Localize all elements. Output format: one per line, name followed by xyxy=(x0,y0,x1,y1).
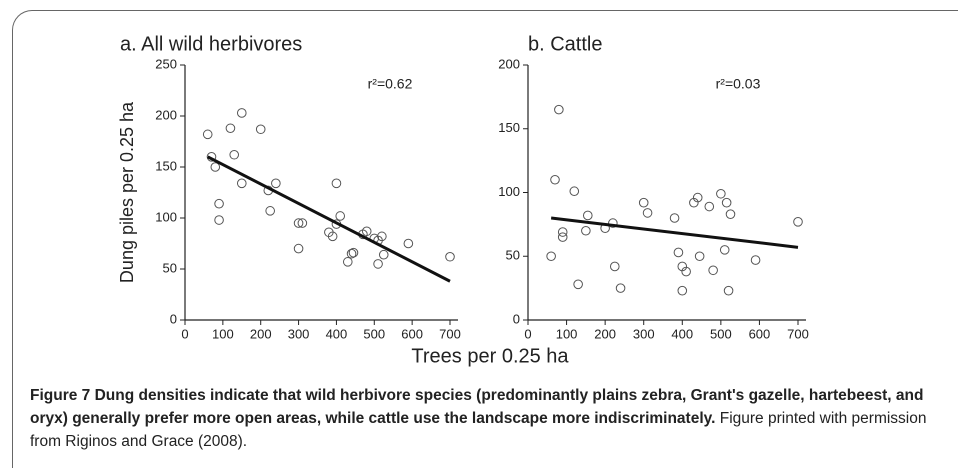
x-tick-label: 400 xyxy=(671,326,693,341)
y-tick-label: 0 xyxy=(513,311,520,326)
point xyxy=(229,149,240,160)
point xyxy=(327,231,338,242)
point xyxy=(293,243,304,254)
x-tick-label: 0 xyxy=(181,326,188,341)
caption-title: Figure 7 Dung densities indicate that wi… xyxy=(30,387,924,427)
point xyxy=(673,247,684,258)
point xyxy=(704,201,715,212)
x-tick-label: 700 xyxy=(787,326,809,341)
point xyxy=(293,218,304,228)
point xyxy=(608,218,618,228)
y-tick-label: 50 xyxy=(506,248,520,263)
point xyxy=(255,124,266,135)
point xyxy=(694,251,705,262)
point xyxy=(723,285,734,296)
x-tick-label: 600 xyxy=(749,326,771,341)
point xyxy=(236,108,247,118)
annotation: r²=0.62 xyxy=(368,76,413,92)
y-tick-label: 100 xyxy=(498,184,520,199)
point xyxy=(573,279,583,290)
point xyxy=(373,259,383,269)
y-tick-label: 150 xyxy=(155,158,177,173)
y-axis-label: Dung piles per 0.25 ha xyxy=(117,101,137,283)
point xyxy=(669,213,680,223)
point xyxy=(378,249,389,260)
y-tick-label: 50 xyxy=(163,260,177,275)
point xyxy=(297,218,308,228)
point xyxy=(569,186,580,197)
point xyxy=(361,226,372,237)
y-tick-label: 250 xyxy=(155,56,177,71)
point xyxy=(557,232,568,242)
y-tick-label: 0 xyxy=(170,311,177,326)
figure-frame xyxy=(12,10,958,468)
point xyxy=(206,152,217,162)
point xyxy=(265,206,275,216)
caption-text: Figure printed with permission from Rigi… xyxy=(30,410,927,450)
point xyxy=(716,188,726,199)
x-tick-label: 400 xyxy=(326,326,348,341)
charts: Trees per 0.25 ha a. All wild herbivores… xyxy=(117,33,809,367)
point xyxy=(582,210,593,221)
point xyxy=(214,198,224,209)
x-tick-label: 500 xyxy=(363,326,385,341)
point xyxy=(721,197,732,208)
y-tick-label: 150 xyxy=(498,120,520,135)
y-tick-label: 100 xyxy=(155,209,177,224)
panel-title: b. Cattle xyxy=(528,33,602,55)
point xyxy=(331,178,342,189)
panel-title: a. All wild herbivores xyxy=(120,33,302,55)
point xyxy=(342,257,353,267)
x-tick-label: 0 xyxy=(524,326,531,341)
point xyxy=(719,245,730,255)
point xyxy=(638,197,649,208)
point xyxy=(609,261,620,272)
point xyxy=(793,217,803,227)
x-tick-label: 200 xyxy=(250,326,272,341)
x-tick-label: 700 xyxy=(439,326,461,341)
point xyxy=(677,285,688,296)
point xyxy=(210,162,221,172)
point xyxy=(346,248,357,259)
x-tick-label: 500 xyxy=(710,326,732,341)
caption: Figure 7 Dung densities indicate that wi… xyxy=(30,384,945,453)
x-tick-label: 300 xyxy=(288,326,310,341)
point xyxy=(554,104,564,115)
x-tick-label: 100 xyxy=(212,326,234,341)
point xyxy=(377,231,387,242)
annotation: r²=0.03 xyxy=(716,76,761,92)
x-tick-label: 200 xyxy=(594,326,616,341)
fit-line xyxy=(207,155,451,283)
point xyxy=(581,225,591,236)
x-axis-label: Trees per 0.25 ha xyxy=(411,345,569,367)
point xyxy=(725,209,736,219)
point xyxy=(445,251,455,262)
point xyxy=(403,238,414,249)
point xyxy=(546,251,556,262)
point xyxy=(692,192,703,203)
point xyxy=(225,123,236,134)
point xyxy=(236,178,247,189)
y-tick-label: 200 xyxy=(498,56,520,71)
point xyxy=(550,174,560,185)
point xyxy=(557,227,568,237)
x-tick-label: 100 xyxy=(556,326,578,341)
point xyxy=(202,129,213,140)
point xyxy=(615,283,626,293)
point xyxy=(708,265,718,276)
fit-line xyxy=(550,216,799,249)
point xyxy=(271,178,281,189)
x-tick-label: 600 xyxy=(401,326,423,341)
x-tick-label: 300 xyxy=(633,326,655,341)
y-tick-label: 200 xyxy=(155,107,177,122)
point xyxy=(750,255,761,265)
point xyxy=(214,215,224,225)
point xyxy=(642,208,653,218)
point xyxy=(681,266,691,277)
point xyxy=(335,211,346,221)
point xyxy=(348,247,359,258)
